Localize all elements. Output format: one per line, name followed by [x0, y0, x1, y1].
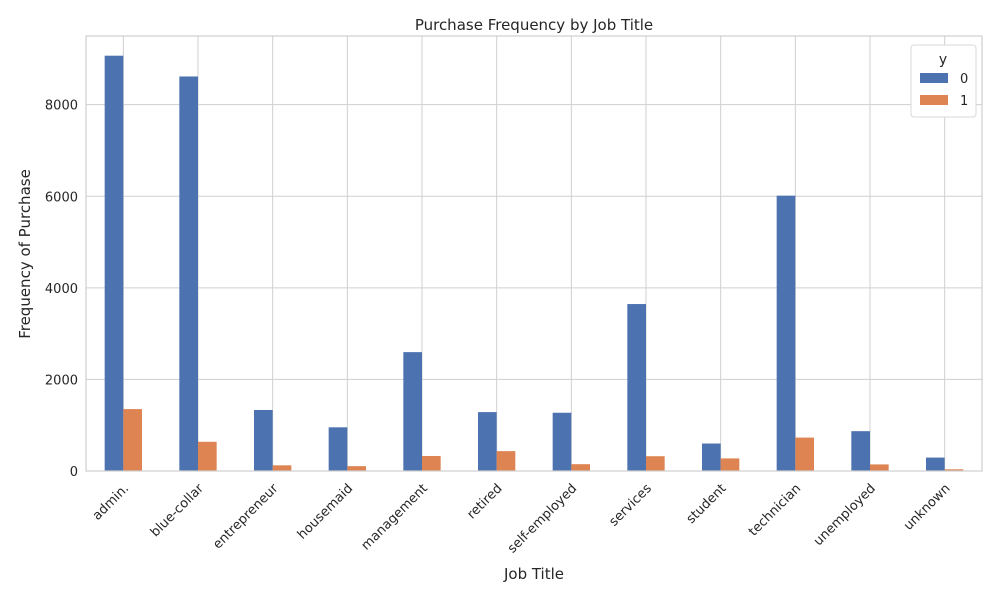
chart-title: Purchase Frequency by Job Title	[415, 16, 653, 34]
y-tick-label: 4000	[45, 282, 78, 297]
x-tick-label: unemployed	[811, 481, 879, 549]
plot-frame	[85, 35, 983, 472]
bar-student-y0	[702, 443, 721, 471]
bar-retired-y1	[496, 451, 516, 471]
y-tick-label: 0	[70, 465, 78, 480]
y-tick-label: 2000	[45, 373, 78, 388]
y-axis-label: Frequency of Purchase	[16, 169, 34, 339]
bar-technician-y1	[795, 437, 814, 471]
bar-entrepreneur-y0	[254, 410, 273, 471]
bar-unknown-y1	[944, 469, 964, 471]
x-tick-label: retired	[464, 481, 505, 522]
bar-bluecollar-y1	[198, 441, 217, 471]
bar-services-y0	[627, 304, 646, 471]
legend-title: y	[939, 52, 947, 68]
x-axis-label: Job Title	[503, 565, 564, 583]
bar-selfemployed-y1	[571, 464, 590, 471]
bar-entrepreneur-y1	[272, 465, 292, 471]
x-tick-labels: admin. blue-collar entrepreneur housemaid ma…	[90, 481, 954, 557]
bar-student-y1	[720, 458, 740, 471]
legend-items: 01	[920, 72, 968, 109]
y-tick-label: 8000	[45, 99, 78, 114]
legend: y 01	[910, 44, 977, 118]
bar-services-y1	[646, 456, 665, 471]
bars	[104, 55, 964, 471]
bar-housemaid-y0	[328, 427, 348, 471]
x-tick-label: technician	[746, 481, 804, 539]
bar-technician-y0	[776, 195, 796, 471]
bar-admin-y0	[104, 55, 124, 471]
x-tick-label: student	[684, 481, 730, 527]
bar-management-y0	[403, 352, 422, 471]
bar-housemaid-y1	[347, 466, 366, 471]
x-tick-label: management	[359, 481, 431, 553]
x-tick-label: blue-collar	[148, 481, 207, 540]
bar-retired-y0	[478, 412, 497, 471]
bar-unemployed-y0	[851, 431, 870, 471]
bar-bluecollar-y0	[179, 76, 198, 471]
bar-unknown-y0	[926, 457, 945, 471]
bar-admin-y1	[123, 409, 142, 471]
y-tick-label: 6000	[45, 190, 78, 205]
bar-unemployed-y1	[870, 464, 889, 471]
x-tick-label: entrepreneur	[210, 481, 282, 553]
legend-label-1: 1	[960, 94, 968, 109]
legend-label-0: 0	[960, 72, 968, 87]
x-tick-label: unknown	[901, 481, 953, 533]
legend-swatch-1	[920, 95, 948, 105]
x-tick-label: services	[607, 481, 655, 529]
bar-management-y1	[422, 455, 441, 471]
y-tick-labels: 0 2000 4000 6000 8000	[45, 99, 78, 480]
legend-swatch-0	[920, 73, 948, 83]
bar-selfemployed-y0	[552, 412, 572, 471]
x-tick-label: self-employed	[505, 481, 580, 556]
gridlines	[86, 36, 982, 472]
x-tick-label: admin.	[90, 481, 132, 523]
x-tick-label: housemaid	[295, 481, 356, 542]
